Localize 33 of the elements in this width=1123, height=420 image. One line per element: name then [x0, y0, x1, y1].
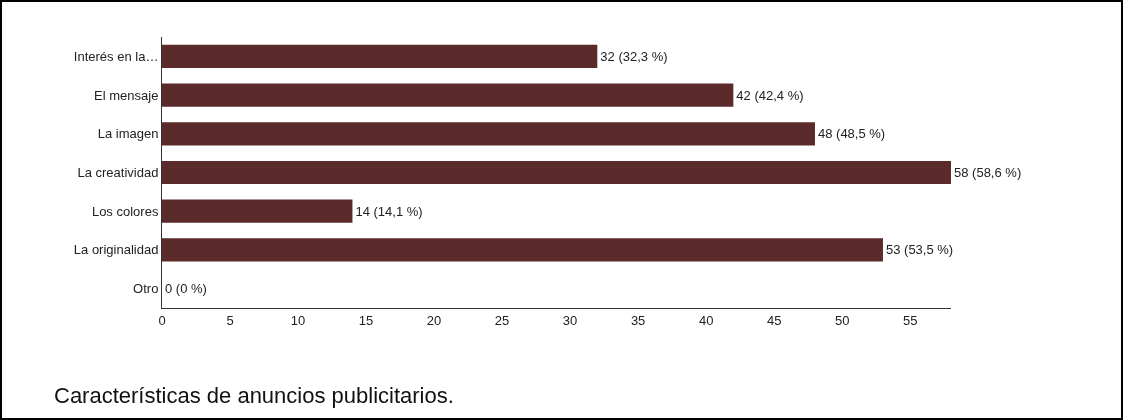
- x-tick-label: 20: [426, 312, 442, 328]
- x-tick-label: 10: [290, 312, 306, 328]
- bar: [162, 44, 598, 68]
- bar: [162, 160, 951, 185]
- y-tick-label: El mensaje: [94, 87, 159, 103]
- x-tick-label: 15: [358, 312, 374, 328]
- x-tick-label: 0: [158, 312, 166, 328]
- x-tick-label: 5: [226, 312, 234, 328]
- y-tick-label: Interés en la…: [73, 48, 159, 64]
- x-tick-label: 55: [902, 312, 918, 328]
- bar: [162, 238, 883, 262]
- data-label: 14 (14,1 %): [355, 203, 423, 219]
- bar: [162, 83, 734, 107]
- data-label: 53 (53,5 %): [885, 242, 954, 258]
- y-tick-label: Los colores: [91, 203, 159, 219]
- text: Características de anuncios publicitarios.: [54, 383, 454, 408]
- y-tick-label: La imagen: [97, 126, 159, 142]
- data-label: 42 (42,4 %): [736, 87, 804, 103]
- data-label: 48 (48,5 %): [817, 126, 886, 142]
- y-tick-label: La originalidad: [73, 242, 159, 258]
- y-tick-label: La creatividad: [77, 165, 159, 181]
- data-label: 0 (0 %): [165, 281, 207, 297]
- y-tick-label: Otro: [133, 281, 159, 297]
- x-tick-label: 45: [766, 312, 782, 328]
- data-label: 58 (58,6 %): [954, 165, 1022, 180]
- x-tick-label: 35: [630, 312, 646, 328]
- data-label: 32 (32,3 %): [600, 48, 668, 64]
- x-tick-label: 40: [698, 312, 714, 328]
- bar: [162, 122, 815, 146]
- x-tick-label: 50: [834, 312, 850, 328]
- x-tick-label: 25: [494, 312, 510, 328]
- bar: [162, 199, 353, 223]
- x-tick-label: 30: [562, 312, 578, 328]
